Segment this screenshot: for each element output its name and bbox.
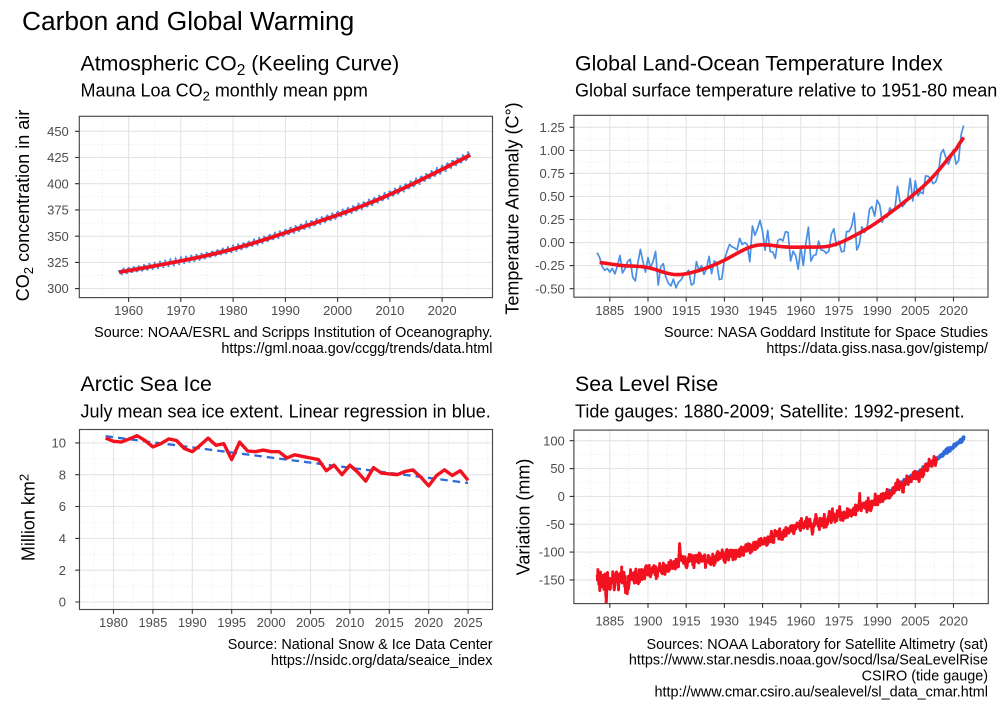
svg-text:0.25: 0.25 (539, 212, 564, 227)
svg-text:1900: 1900 (634, 303, 663, 318)
svg-text:1975: 1975 (824, 303, 853, 318)
svg-text:Source: National Snow & Ice Da: Source: National Snow & Ice Data Center (228, 637, 493, 653)
svg-text:350: 350 (47, 229, 69, 244)
svg-text:1.25: 1.25 (539, 120, 564, 135)
svg-text:Global Land-Ocean Temperature: Global Land-Ocean Temperature Index (575, 51, 943, 75)
svg-text:CO2 concentration in air: CO2 concentration in air (13, 110, 36, 301)
svg-text:1930: 1930 (710, 303, 739, 318)
svg-text:Sources: NOAA Laboratory for S: Sources: NOAA Laboratory for Satellite A… (646, 637, 988, 653)
svg-text:2010: 2010 (335, 615, 364, 630)
svg-text:300: 300 (47, 281, 69, 296)
svg-text:2005: 2005 (296, 615, 325, 630)
svg-text:-0.50: -0.50 (535, 281, 565, 296)
svg-text:1960: 1960 (786, 613, 815, 628)
svg-text:400: 400 (47, 176, 69, 191)
svg-text:100: 100 (543, 433, 565, 448)
svg-text:-100: -100 (539, 545, 565, 560)
svg-text:2000: 2000 (323, 303, 352, 318)
svg-text:1945: 1945 (748, 613, 777, 628)
svg-text:1980: 1980 (99, 615, 128, 630)
svg-text:https://data.giss.nasa.gov/gis: https://data.giss.nasa.gov/gistemp/ (766, 341, 988, 357)
svg-text:2020: 2020 (939, 613, 968, 628)
svg-text:-50: -50 (546, 517, 565, 532)
svg-text:2020: 2020 (414, 615, 443, 630)
svg-text:425: 425 (47, 150, 69, 165)
svg-text:0.50: 0.50 (539, 189, 564, 204)
svg-text:Sea Level Rise: Sea Level Rise (575, 372, 718, 396)
svg-text:2000: 2000 (257, 615, 286, 630)
svg-text:-0.25: -0.25 (535, 258, 565, 273)
svg-text:1970: 1970 (166, 303, 195, 318)
svg-text:375: 375 (47, 203, 69, 218)
svg-text:50: 50 (550, 461, 564, 476)
svg-text:2015: 2015 (375, 615, 404, 630)
svg-text:2020: 2020 (939, 303, 968, 318)
svg-text:CSIRO (tide gauge): CSIRO (tide gauge) (862, 669, 988, 685)
svg-text:1960: 1960 (114, 303, 143, 318)
svg-text:Temperature Anomaly (C°): Temperature Anomaly (C°) (503, 102, 523, 314)
svg-text:Variation (mm): Variation (mm) (514, 459, 534, 576)
svg-text:Million km2: Million km2 (17, 474, 39, 561)
svg-text:1990: 1990 (271, 303, 300, 318)
svg-text:1915: 1915 (672, 613, 701, 628)
svg-text:4: 4 (59, 531, 66, 546)
svg-text:1900: 1900 (634, 613, 663, 628)
svg-text:2020: 2020 (428, 303, 457, 318)
svg-text:1985: 1985 (138, 615, 167, 630)
svg-text:325: 325 (47, 255, 69, 270)
svg-text:https://nsidc.org/data/seaice_: https://nsidc.org/data/seaice_index (271, 653, 493, 669)
svg-text:1975: 1975 (824, 613, 853, 628)
svg-text:-150: -150 (539, 573, 565, 588)
svg-text:1885: 1885 (595, 303, 624, 318)
svg-text:https://www.star.nesdis.noaa.g: https://www.star.nesdis.noaa.gov/socd/ls… (629, 653, 988, 669)
svg-text:Arctic Sea Ice: Arctic Sea Ice (81, 372, 212, 396)
svg-text:1960: 1960 (786, 303, 815, 318)
svg-text:0: 0 (59, 595, 66, 610)
svg-text:1980: 1980 (219, 303, 248, 318)
svg-text:http://www.cmar.csiro.au/seale: http://www.cmar.csiro.au/sealevel/sl_dat… (654, 684, 988, 700)
svg-text:Global surface temperature rel: Global surface temperature relative to 1… (575, 81, 997, 101)
svg-text:1990: 1990 (863, 303, 892, 318)
svg-text:2010: 2010 (375, 303, 404, 318)
svg-text:0.00: 0.00 (539, 235, 564, 250)
svg-text:Mauna Loa CO2 monthly mean ppm: Mauna Loa CO2 monthly mean ppm (81, 81, 368, 104)
svg-text:8: 8 (59, 467, 66, 482)
svg-text:2005: 2005 (901, 613, 930, 628)
svg-text:1930: 1930 (710, 613, 739, 628)
svg-text:Source: NOAA/ESRL and Scripps: Source: NOAA/ESRL and Scripps Institutio… (94, 325, 492, 341)
svg-text:2025: 2025 (454, 615, 483, 630)
svg-text:Carbon and Global Warming: Carbon and Global Warming (22, 6, 354, 36)
svg-text:0: 0 (558, 489, 565, 504)
svg-text:450: 450 (47, 124, 69, 139)
svg-text:1990: 1990 (863, 613, 892, 628)
svg-text:1995: 1995 (217, 615, 246, 630)
svg-text:Source: NASA Goddard Institute: Source: NASA Goddard Institute for Space… (664, 325, 988, 341)
svg-text:Tide gauges: 1880-2009; Satell: Tide gauges: 1880-2009; Satellite: 1992-… (575, 402, 965, 422)
svg-text:6: 6 (59, 499, 66, 514)
svg-text:10: 10 (52, 436, 66, 451)
svg-text:1990: 1990 (178, 615, 207, 630)
svg-text:1945: 1945 (748, 303, 777, 318)
svg-text:2005: 2005 (901, 303, 930, 318)
svg-text:1915: 1915 (672, 303, 701, 318)
svg-text:July mean sea ice extent. Line: July mean sea ice extent. Linear regress… (81, 402, 491, 422)
svg-text:Atmospheric CO2 (Keeling Curve: Atmospheric CO2 (Keeling Curve) (81, 51, 400, 79)
svg-text:1885: 1885 (595, 613, 624, 628)
svg-text:1.00: 1.00 (539, 143, 564, 158)
svg-text:0.75: 0.75 (539, 166, 564, 181)
svg-text:2: 2 (59, 563, 66, 578)
svg-text:https://gml.noaa.gov/ccgg/tren: https://gml.noaa.gov/ccgg/trends/data.ht… (221, 341, 492, 357)
